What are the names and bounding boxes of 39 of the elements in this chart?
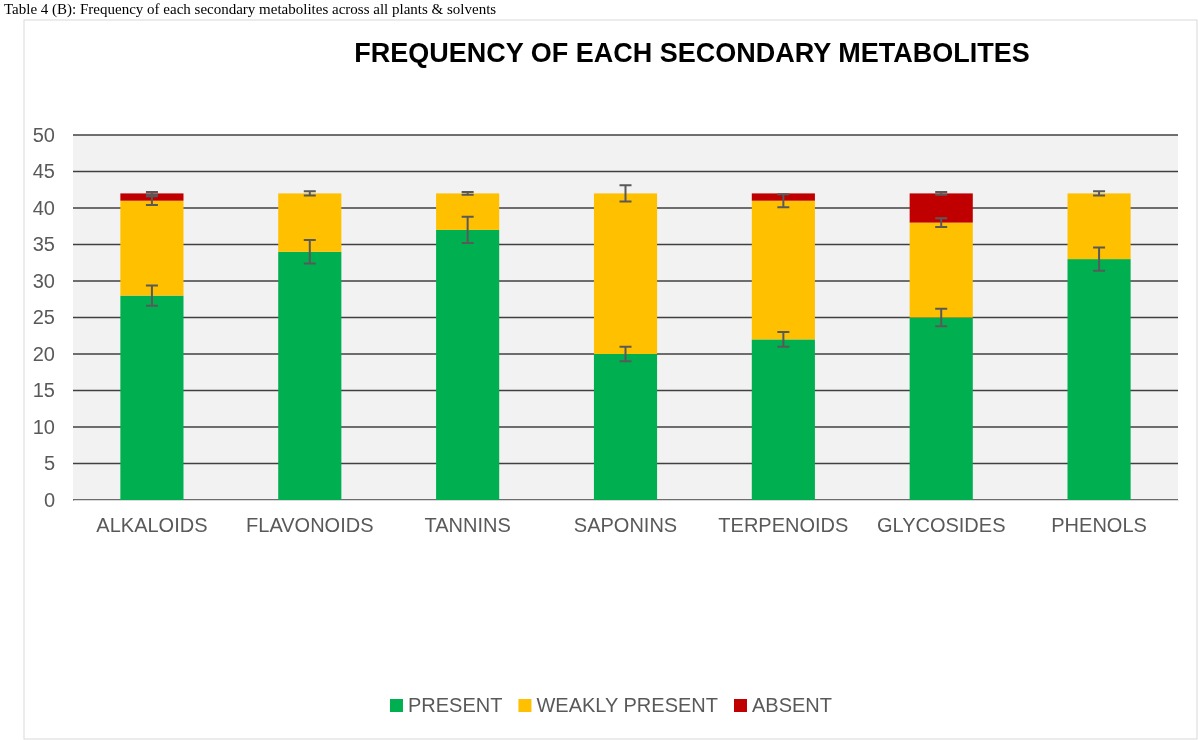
x-tick-label: SAPONINS: [573, 514, 678, 537]
bar: [1067, 259, 1131, 500]
x-tick-label: FLAVONOIDS: [246, 514, 374, 537]
bar: [909, 317, 973, 500]
bar: [593, 354, 658, 500]
bar: [278, 193, 342, 252]
y-tick-label: 50: [32, 123, 55, 146]
caption: Table 4 (B): Frequency of each secondary metabolites across all plants & solvents: [4, 1, 497, 18]
legend-label: WEAKLY PRESENT: [536, 694, 718, 716]
y-tick-label: 15: [32, 379, 55, 402]
y-tick-label: 30: [32, 269, 55, 292]
x-tick-label: TERPENOIDS: [718, 514, 849, 537]
y-tick-label: 45: [32, 160, 55, 183]
bar: [120, 200, 184, 296]
bar: [1067, 193, 1131, 260]
bar: [278, 251, 342, 500]
bar: [593, 193, 658, 354]
y-tick-label: 25: [32, 306, 55, 329]
bar: [751, 200, 815, 340]
y-tick-label: 5: [43, 452, 55, 475]
bar: [751, 339, 815, 500]
bar: [909, 222, 973, 318]
x-tick-label: TANNINS: [424, 514, 511, 537]
y-tick-label: 10: [32, 415, 55, 438]
y-tick-label: 0: [43, 488, 55, 511]
bar: [436, 193, 500, 230]
y-tick-label: 20: [32, 342, 55, 365]
bar: [436, 229, 500, 500]
x-tick-label: GLYCOSIDES: [876, 514, 1006, 537]
x-tick-label: PHENOLS: [1051, 514, 1147, 537]
y-tick-label: 40: [32, 196, 55, 219]
chart-title: FREQUENCY OF EACH SECONDARY METABOLITES: [354, 38, 1030, 68]
bar: [751, 193, 815, 201]
x-tick-label: ALKALOIDS: [96, 514, 208, 537]
y-tick-label: 35: [32, 233, 55, 256]
legend-label: ABSENT: [751, 694, 833, 716]
bar: [909, 193, 973, 223]
bar: [120, 295, 184, 500]
legend-label: PRESENT: [407, 694, 503, 716]
